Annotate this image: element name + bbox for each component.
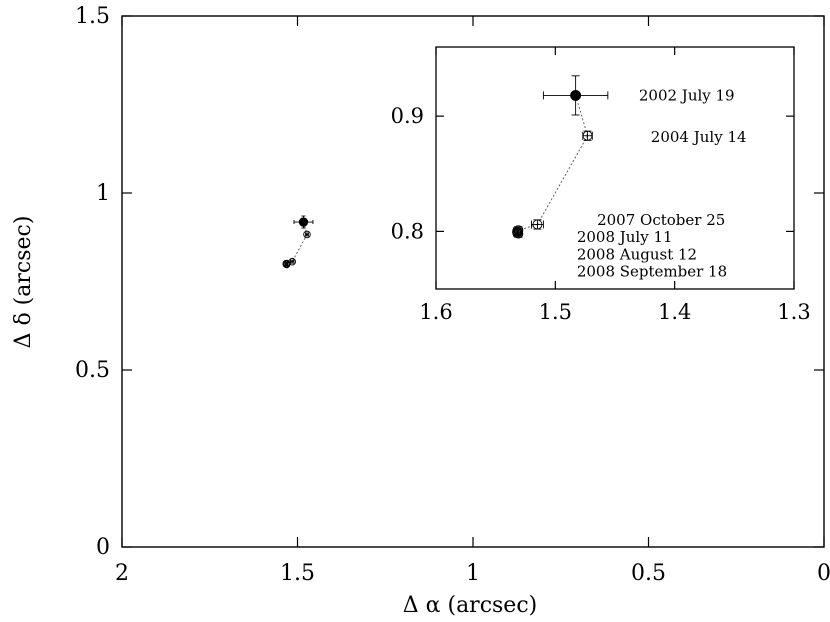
inset-track-segment xyxy=(537,135,588,225)
inset-annotation: 2008 August 12 xyxy=(577,245,697,263)
main-point-6 xyxy=(282,260,291,269)
main-track-segment xyxy=(291,234,308,262)
y-axis-label: Δ δ (arcsec) xyxy=(11,216,36,349)
inset-x-tick-label: 1.6 xyxy=(419,300,452,324)
inset-plot-frame xyxy=(435,46,795,290)
main-x-tick-label: 1 xyxy=(466,561,480,586)
inset-open-marker xyxy=(532,219,543,230)
inset-x-tick-label: 1.3 xyxy=(777,300,810,324)
main-point-0 xyxy=(293,215,314,229)
inset-point-6 xyxy=(513,228,524,239)
inset-ticks xyxy=(435,47,795,289)
inset-y-tick-label: 0.9 xyxy=(391,104,424,128)
inset-x-tick-label: 1.4 xyxy=(658,300,691,324)
inset-annotation: 2007 October 25 xyxy=(597,211,725,229)
main-x-tick-label: 1.5 xyxy=(280,561,315,586)
main-ticks xyxy=(121,15,825,548)
inset-y-tick-label: 0.8 xyxy=(391,219,424,243)
main-y-tick-label: 1 xyxy=(96,181,110,206)
inset-plot: 1.6 1.5 1.4 1.3 0.8 0.9 2002 July 19 2004 July… xyxy=(391,46,811,324)
inset-point-2 xyxy=(531,219,544,230)
main-y-tick-label: 0 xyxy=(96,535,110,560)
main-y-tick-label: 1.5 xyxy=(75,4,110,29)
main-tick-labels: 2 1.5 1 0.5 0 0 0.5 1 1.5 xyxy=(75,4,830,586)
inset-annotation: 2008 July 11 xyxy=(577,228,673,246)
main-x-tick-label: 0.5 xyxy=(631,561,666,586)
inset-annotation: 2004 July 14 xyxy=(651,128,747,146)
x-axis-label: Δ α (arcsec) xyxy=(403,593,537,618)
inset-filled-marker xyxy=(570,89,582,101)
main-points xyxy=(282,215,314,269)
main-open-marker xyxy=(303,230,311,239)
inset-tick-labels: 1.6 1.5 1.4 1.3 0.8 0.9 xyxy=(391,104,811,324)
main-open-marker xyxy=(282,260,291,269)
main-filled-marker xyxy=(298,217,309,227)
inset-annotation: 2008 September 18 xyxy=(577,263,727,281)
inset-open-marker xyxy=(513,228,524,239)
inset-point-0 xyxy=(542,75,609,116)
main-y-tick-label: 0.5 xyxy=(75,358,110,383)
main-x-tick-label: 2 xyxy=(115,561,129,586)
inset-annotation: 2002 July 19 xyxy=(639,86,735,104)
inset-points xyxy=(512,75,609,239)
main-plot: 2 1.5 1 0.5 0 0 0.5 1 1.5 Δ α (arcsec) Δ δ (arcs… xyxy=(11,4,830,618)
inset-x-tick-label: 1.5 xyxy=(539,300,572,324)
main-x-tick-label: 0 xyxy=(817,561,830,586)
inset-point-1 xyxy=(582,130,593,141)
main-point-1 xyxy=(303,230,311,239)
inset-open-marker xyxy=(582,130,593,141)
inset-track-segment xyxy=(575,95,588,136)
